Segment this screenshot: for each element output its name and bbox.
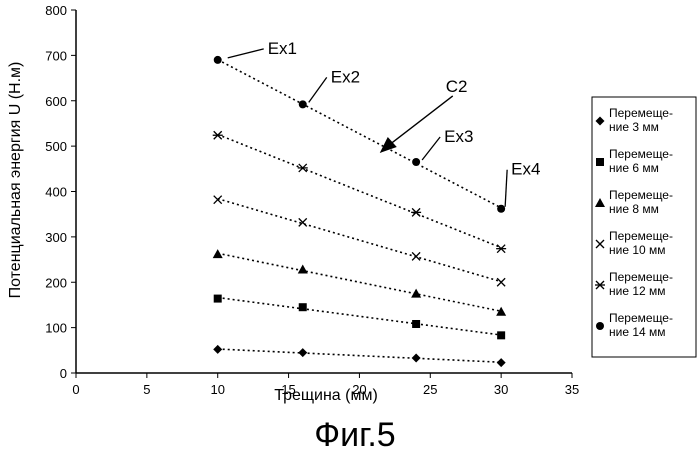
x-tick-label: 25 [423, 382, 437, 397]
legend-marker [596, 322, 604, 330]
data-point [298, 164, 308, 172]
trendline [218, 134, 501, 247]
x-tick-label: 5 [143, 382, 150, 397]
legend-label: ние 8 мм [609, 202, 659, 216]
y-tick-label: 700 [45, 48, 67, 63]
annotation-label: Ex2 [331, 67, 360, 86]
legend-label: Перемеще- [609, 229, 673, 243]
data-point [214, 196, 222, 204]
data-point [214, 295, 222, 303]
data-point [214, 56, 222, 64]
x-tick-label: 0 [72, 382, 79, 397]
data-point [412, 158, 420, 166]
data-point [497, 205, 505, 213]
legend-label: ние 12 мм [609, 284, 666, 298]
data-point [411, 289, 421, 298]
annotation-line [422, 137, 440, 160]
data-point [299, 100, 307, 108]
annotation-line [505, 170, 507, 207]
data-point [411, 208, 421, 216]
trendline [218, 253, 501, 311]
y-tick-label: 200 [45, 275, 67, 290]
data-point [298, 265, 308, 274]
legend-marker [596, 158, 604, 166]
data-point [496, 245, 506, 253]
data-point [412, 320, 420, 328]
y-tick-label: 800 [45, 3, 67, 18]
data-point [497, 278, 505, 286]
data-point [298, 348, 307, 357]
annotation-line [309, 77, 327, 102]
plot-area: 051015202530350100200300400500600700800E… [45, 3, 579, 397]
x-tick-label: 35 [565, 382, 579, 397]
legend-label: ние 3 мм [609, 120, 659, 134]
y-tick-label: 400 [45, 185, 67, 200]
legend-label: Перемеще- [609, 147, 673, 161]
figure-caption: Фиг.5 [314, 416, 395, 454]
legend-label: ние 10 мм [609, 243, 666, 257]
legend: Перемеще-ние 3 ммПеремеще-ние 6 ммПереме… [592, 97, 696, 357]
data-point [412, 354, 421, 363]
annotation-line [228, 49, 264, 58]
data-point [213, 345, 222, 354]
y-tick-label: 600 [45, 94, 67, 109]
legend-label: Перемеще- [609, 106, 673, 120]
data-point [299, 303, 307, 311]
x-tick-label: 30 [494, 382, 508, 397]
y-tick-label: 500 [45, 139, 67, 154]
y-axis-label: Потенциальная энергия U (Н.м) [7, 62, 24, 299]
legend-label: Перемеще- [609, 270, 673, 284]
legend-label: Перемеще- [609, 311, 673, 325]
trendline [218, 199, 501, 282]
x-axis-label: Трещина (мм) [274, 387, 378, 404]
legend-label: ние 6 мм [609, 161, 659, 175]
annotation-label: C2 [446, 77, 468, 96]
data-point [213, 131, 223, 139]
data-point [497, 331, 505, 339]
y-tick-label: 300 [45, 230, 67, 245]
data-point [213, 249, 223, 258]
annotation-label: Ex3 [444, 127, 473, 146]
y-tick-label: 0 [60, 366, 67, 381]
data-point [497, 358, 506, 367]
legend-label: ние 14 мм [609, 325, 666, 339]
annotation-label: Ex1 [268, 39, 297, 58]
data-point [412, 252, 420, 260]
trendline [218, 349, 501, 362]
x-tick-label: 10 [210, 382, 224, 397]
annotation-label: Ex4 [511, 160, 540, 179]
legend-label: Перемеще- [609, 188, 673, 202]
y-tick-label: 100 [45, 321, 67, 336]
